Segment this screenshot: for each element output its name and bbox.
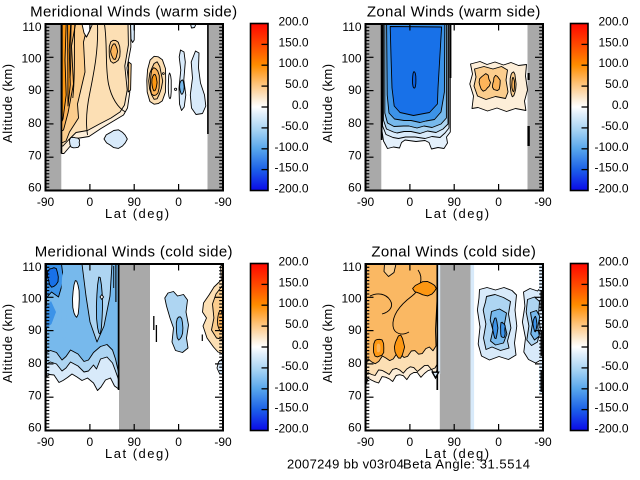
svg-text:50.0: 50.0 xyxy=(605,317,629,331)
svg-text:90: 90 xyxy=(128,195,142,209)
svg-text:110: 110 xyxy=(342,260,361,274)
svg-text:50.0: 50.0 xyxy=(285,77,309,91)
svg-text:80: 80 xyxy=(28,356,42,370)
svg-text:100.0: 100.0 xyxy=(598,56,628,70)
svg-text:-100.0: -100.0 xyxy=(594,380,628,394)
svg-text:0: 0 xyxy=(87,435,94,449)
svg-text:0.0: 0.0 xyxy=(292,98,309,112)
svg-text:100: 100 xyxy=(21,52,41,66)
svg-text:0.0: 0.0 xyxy=(292,338,309,352)
svg-text:110: 110 xyxy=(22,20,41,34)
svg-text:-90: -90 xyxy=(534,195,552,209)
svg-text:50.0: 50.0 xyxy=(605,77,629,91)
svg-text:100.0: 100.0 xyxy=(278,296,308,310)
svg-text:0: 0 xyxy=(407,195,414,209)
svg-text:200.0: 200.0 xyxy=(278,15,308,29)
svg-text:2007249 bb v03r04: 2007249 bb v03r04 xyxy=(287,457,404,472)
svg-text:-50.0: -50.0 xyxy=(281,359,309,373)
svg-text:-200.0: -200.0 xyxy=(274,182,308,196)
svg-text:100.0: 100.0 xyxy=(598,296,628,310)
svg-text:-200.0: -200.0 xyxy=(594,182,628,196)
svg-text:-90: -90 xyxy=(37,435,55,449)
svg-text:Lat (deg): Lat (deg) xyxy=(105,206,171,221)
svg-text:-150.0: -150.0 xyxy=(274,161,308,175)
svg-text:60: 60 xyxy=(348,181,362,195)
svg-text:110: 110 xyxy=(342,20,361,34)
svg-text:-90: -90 xyxy=(357,435,375,449)
svg-text:-50.0: -50.0 xyxy=(281,119,309,133)
svg-text:0: 0 xyxy=(87,195,94,209)
svg-text:Meridional Winds (warm side): Meridional Winds (warm side) xyxy=(30,4,237,21)
svg-text:Altitude (km): Altitude (km) xyxy=(0,303,15,382)
svg-text:-150.0: -150.0 xyxy=(594,401,628,415)
svg-text:200.0: 200.0 xyxy=(278,255,308,269)
svg-text:Lat (deg): Lat (deg) xyxy=(425,446,491,461)
svg-text:-100.0: -100.0 xyxy=(274,140,308,154)
svg-text:150.0: 150.0 xyxy=(598,35,628,49)
svg-text:-90: -90 xyxy=(357,195,375,209)
svg-text:90: 90 xyxy=(448,195,462,209)
svg-text:100.0: 100.0 xyxy=(278,56,308,70)
svg-text:-100.0: -100.0 xyxy=(594,140,628,154)
svg-text:0: 0 xyxy=(175,435,182,449)
svg-text:80: 80 xyxy=(348,116,362,130)
svg-text:Altitude (km): Altitude (km) xyxy=(320,303,335,382)
svg-text:-90: -90 xyxy=(214,195,232,209)
svg-text:-100.0: -100.0 xyxy=(274,380,308,394)
svg-text:0.0: 0.0 xyxy=(612,338,629,352)
svg-text:50.0: 50.0 xyxy=(285,317,309,331)
svg-text:-90: -90 xyxy=(37,195,55,209)
svg-text:200.0: 200.0 xyxy=(598,255,628,269)
svg-text:70: 70 xyxy=(28,389,42,403)
svg-text:Beta Angle: 31.5514: Beta Angle: 31.5514 xyxy=(403,457,531,472)
svg-text:150.0: 150.0 xyxy=(278,35,308,49)
svg-text:Lat (deg): Lat (deg) xyxy=(105,446,171,461)
svg-text:100: 100 xyxy=(21,292,41,306)
svg-text:100: 100 xyxy=(341,292,361,306)
svg-text:0: 0 xyxy=(175,195,182,209)
svg-text:70: 70 xyxy=(348,389,362,403)
svg-text:70: 70 xyxy=(28,149,42,163)
svg-text:-90: -90 xyxy=(214,435,232,449)
svg-text:-150.0: -150.0 xyxy=(274,401,308,415)
svg-text:Zonal Winds (warm side): Zonal Winds (warm side) xyxy=(367,4,541,21)
svg-text:Zonal Winds (cold side): Zonal Winds (cold side) xyxy=(371,244,536,261)
svg-text:150.0: 150.0 xyxy=(598,275,628,289)
svg-text:60: 60 xyxy=(28,421,42,435)
svg-text:-90: -90 xyxy=(534,435,552,449)
svg-text:90: 90 xyxy=(348,83,362,97)
svg-text:80: 80 xyxy=(28,116,42,130)
svg-text:110: 110 xyxy=(22,260,41,274)
svg-text:0.0: 0.0 xyxy=(612,98,629,112)
svg-text:-50.0: -50.0 xyxy=(601,359,629,373)
svg-text:60: 60 xyxy=(28,181,42,195)
svg-text:70: 70 xyxy=(348,149,362,163)
svg-text:-200.0: -200.0 xyxy=(274,422,308,436)
svg-text:Altitude (km): Altitude (km) xyxy=(0,63,15,142)
svg-text:Altitude (km): Altitude (km) xyxy=(320,63,335,142)
svg-text:90: 90 xyxy=(348,323,362,337)
svg-text:-50.0: -50.0 xyxy=(601,119,629,133)
svg-text:90: 90 xyxy=(448,435,462,449)
svg-text:60: 60 xyxy=(348,421,362,435)
svg-text:90: 90 xyxy=(28,323,42,337)
svg-text:0: 0 xyxy=(407,435,414,449)
svg-text:-150.0: -150.0 xyxy=(594,161,628,175)
svg-text:-200.0: -200.0 xyxy=(594,422,628,436)
svg-text:200.0: 200.0 xyxy=(598,15,628,29)
svg-text:Meridional Winds (cold side): Meridional Winds (cold side) xyxy=(35,244,233,261)
svg-text:Lat (deg): Lat (deg) xyxy=(425,206,491,221)
svg-text:90: 90 xyxy=(28,83,42,97)
svg-text:150.0: 150.0 xyxy=(278,275,308,289)
svg-text:0: 0 xyxy=(495,195,502,209)
svg-text:80: 80 xyxy=(348,356,362,370)
svg-text:90: 90 xyxy=(128,435,142,449)
svg-text:100: 100 xyxy=(341,52,361,66)
svg-text:0: 0 xyxy=(495,435,502,449)
